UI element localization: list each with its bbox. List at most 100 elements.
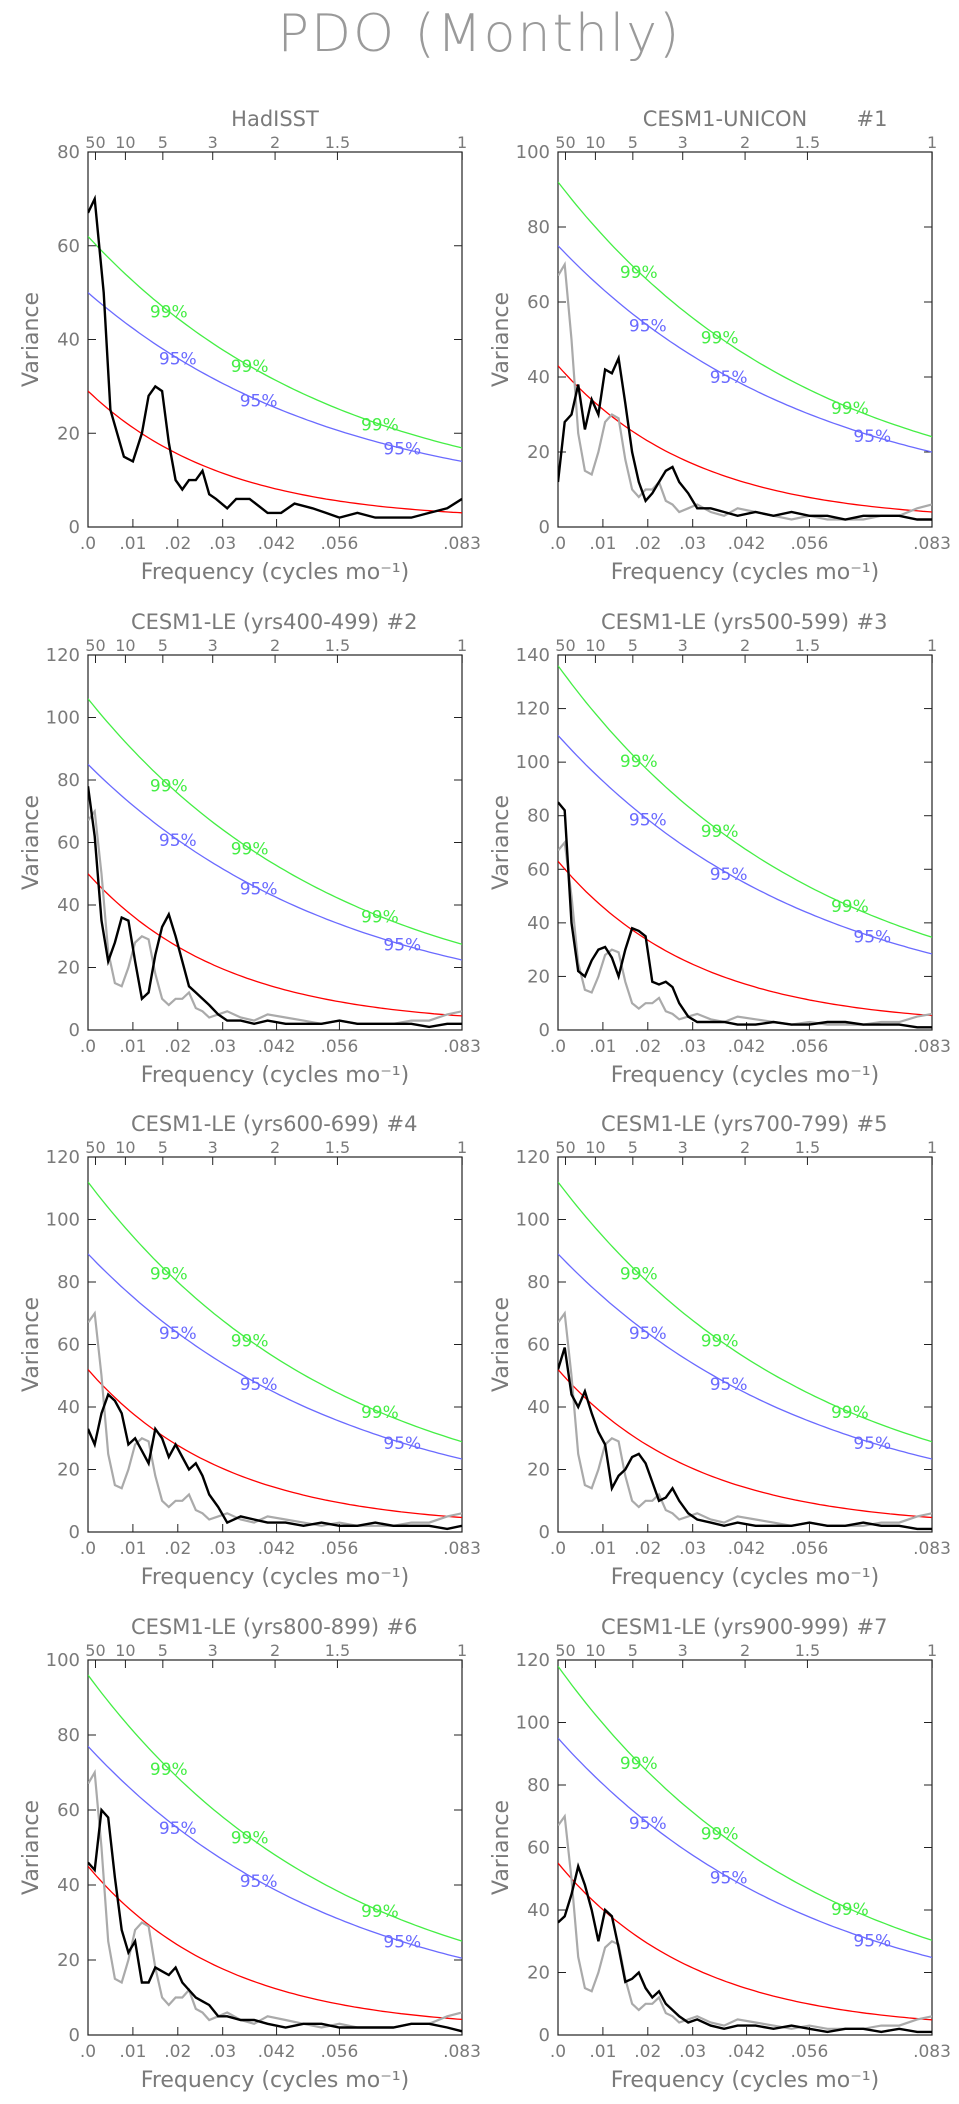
top-tick-label: 10 xyxy=(115,133,135,152)
sig99-curve xyxy=(88,698,462,945)
plot-frame xyxy=(557,654,933,1031)
panel-tag: #6 xyxy=(387,1615,418,1639)
y-tick-label: 0 xyxy=(69,1020,80,1041)
y-tick-label: 40 xyxy=(57,1875,80,1896)
top-tick-label: 1.5 xyxy=(795,1641,820,1660)
y-tick-label: 20 xyxy=(57,1460,80,1481)
x-tick-label: .01 xyxy=(589,2042,616,2062)
top-tick-label: 1 xyxy=(457,636,467,655)
y-tick-label: 100 xyxy=(46,1650,80,1671)
spectrum-line xyxy=(558,354,932,521)
top-tick-label: 50 xyxy=(85,1641,105,1660)
x-tick-label: .03 xyxy=(679,1539,706,1559)
reference-spectrum-line xyxy=(88,1769,462,2029)
top-tick-label: 10 xyxy=(585,1138,605,1157)
x-tick-label: .083 xyxy=(443,534,481,554)
significance-label: 95% xyxy=(159,1324,197,1344)
y-tick-label: 140 xyxy=(516,645,550,666)
top-tick-label: 2 xyxy=(740,636,750,655)
plot-frame xyxy=(557,151,933,528)
top-tick-label: 50 xyxy=(85,636,105,655)
x-tick-label: .02 xyxy=(634,1539,661,1559)
y-tick-label: 80 xyxy=(57,1272,80,1293)
y-tick-label: 0 xyxy=(539,1020,550,1041)
top-tick-label: 50 xyxy=(555,133,575,152)
plot-frame xyxy=(87,1659,463,2036)
top-tick-label: 5 xyxy=(158,1138,168,1157)
y-tick-label: 80 xyxy=(57,142,80,163)
red-noise-curve xyxy=(88,390,462,514)
y-axis-label: Variance xyxy=(19,795,44,890)
sig95-curve xyxy=(558,734,932,955)
sig99-curve xyxy=(88,1674,462,1942)
top-tick-label: 1 xyxy=(457,1138,467,1157)
plot-frame xyxy=(87,1156,463,1533)
x-axis-label: Frequency (cycles mo⁻¹) xyxy=(611,1063,879,1088)
significance-label: 99% xyxy=(361,1403,399,1423)
top-tick-label: 2 xyxy=(740,1641,750,1660)
significance-label: 99% xyxy=(150,302,188,322)
y-tick-label: 100 xyxy=(46,1210,80,1231)
y-tick-label: 100 xyxy=(46,708,80,729)
x-tick-label: .0 xyxy=(550,1539,566,1559)
top-tick-label: 1 xyxy=(927,1641,937,1660)
y-axis-label: Variance xyxy=(19,292,44,387)
spectrum-line xyxy=(88,1392,462,1531)
top-tick-label: 1 xyxy=(927,133,937,152)
y-tick-label: 0 xyxy=(539,1522,550,1543)
significance-label: 95% xyxy=(383,936,421,956)
significance-label: 99% xyxy=(831,1403,869,1423)
y-tick-label: 40 xyxy=(57,330,80,351)
y-axis-label: Variance xyxy=(19,1800,44,1895)
x-tick-label: .02 xyxy=(164,1539,191,1559)
top-tick-label: 1.5 xyxy=(325,1641,350,1660)
y-tick-label: 20 xyxy=(527,1460,550,1481)
plot-frame xyxy=(87,654,463,1031)
y-tick-label: 120 xyxy=(46,1147,80,1168)
top-tick-label: 3 xyxy=(208,636,218,655)
significance-label: 99% xyxy=(231,840,269,860)
sig95-curve xyxy=(88,1745,462,1959)
significance-label: 99% xyxy=(361,907,399,927)
x-axis-label: Frequency (cycles mo⁻¹) xyxy=(141,1063,409,1088)
significance-label: 99% xyxy=(620,1265,658,1285)
spectrum-line xyxy=(558,801,932,1029)
top-tick-label: 10 xyxy=(115,1641,135,1660)
red-noise-curve xyxy=(558,860,932,1017)
y-axis-label: Variance xyxy=(19,1297,44,1392)
x-tick-label: .03 xyxy=(209,1539,236,1559)
plot-area xyxy=(88,1181,462,1531)
reference-spectrum-line xyxy=(558,261,932,521)
x-tick-label: .056 xyxy=(320,2042,358,2062)
panel-title: CESM1-LE (yrs800-899) xyxy=(131,1615,379,1639)
x-tick-label: .056 xyxy=(320,1037,358,1057)
top-tick-label: 3 xyxy=(208,1641,218,1660)
y-tick-label: 40 xyxy=(527,367,550,388)
y-tick-label: 0 xyxy=(539,517,550,538)
x-tick-label: .0 xyxy=(550,534,566,554)
x-tick-label: .0 xyxy=(80,534,96,554)
top-tick-label: 10 xyxy=(585,636,605,655)
panel-title: CESM1-LE (yrs900-999) xyxy=(601,1615,849,1639)
x-tick-label: .056 xyxy=(320,1539,358,1559)
sig99-curve xyxy=(88,235,462,449)
y-tick-label: 20 xyxy=(57,1950,80,1971)
y-tick-label: 60 xyxy=(57,236,80,257)
y-tick-label: 60 xyxy=(527,1838,550,1859)
x-tick-label: .02 xyxy=(164,1037,191,1057)
significance-label: 95% xyxy=(853,1434,891,1454)
x-axis-label: Frequency (cycles mo⁻¹) xyxy=(141,560,409,585)
x-tick-label: .03 xyxy=(209,2042,236,2062)
top-tick-label: 5 xyxy=(628,1138,638,1157)
reference-spectrum-line xyxy=(88,1310,462,1527)
significance-label: 95% xyxy=(159,349,197,369)
x-tick-label: .056 xyxy=(790,2042,828,2062)
x-tick-label: .03 xyxy=(209,534,236,554)
top-tick-label: 2 xyxy=(270,1138,280,1157)
x-tick-label: .056 xyxy=(320,534,358,554)
sig99-curve xyxy=(558,1181,932,1443)
panel-title: CESM1-LE (yrs400-499) xyxy=(131,610,379,634)
chart-panel-3: CESM1-LE (yrs400-499) #2 0 20 40 60 80 100 120 Va… xyxy=(19,610,481,1088)
y-axis-label: Variance xyxy=(489,795,514,890)
